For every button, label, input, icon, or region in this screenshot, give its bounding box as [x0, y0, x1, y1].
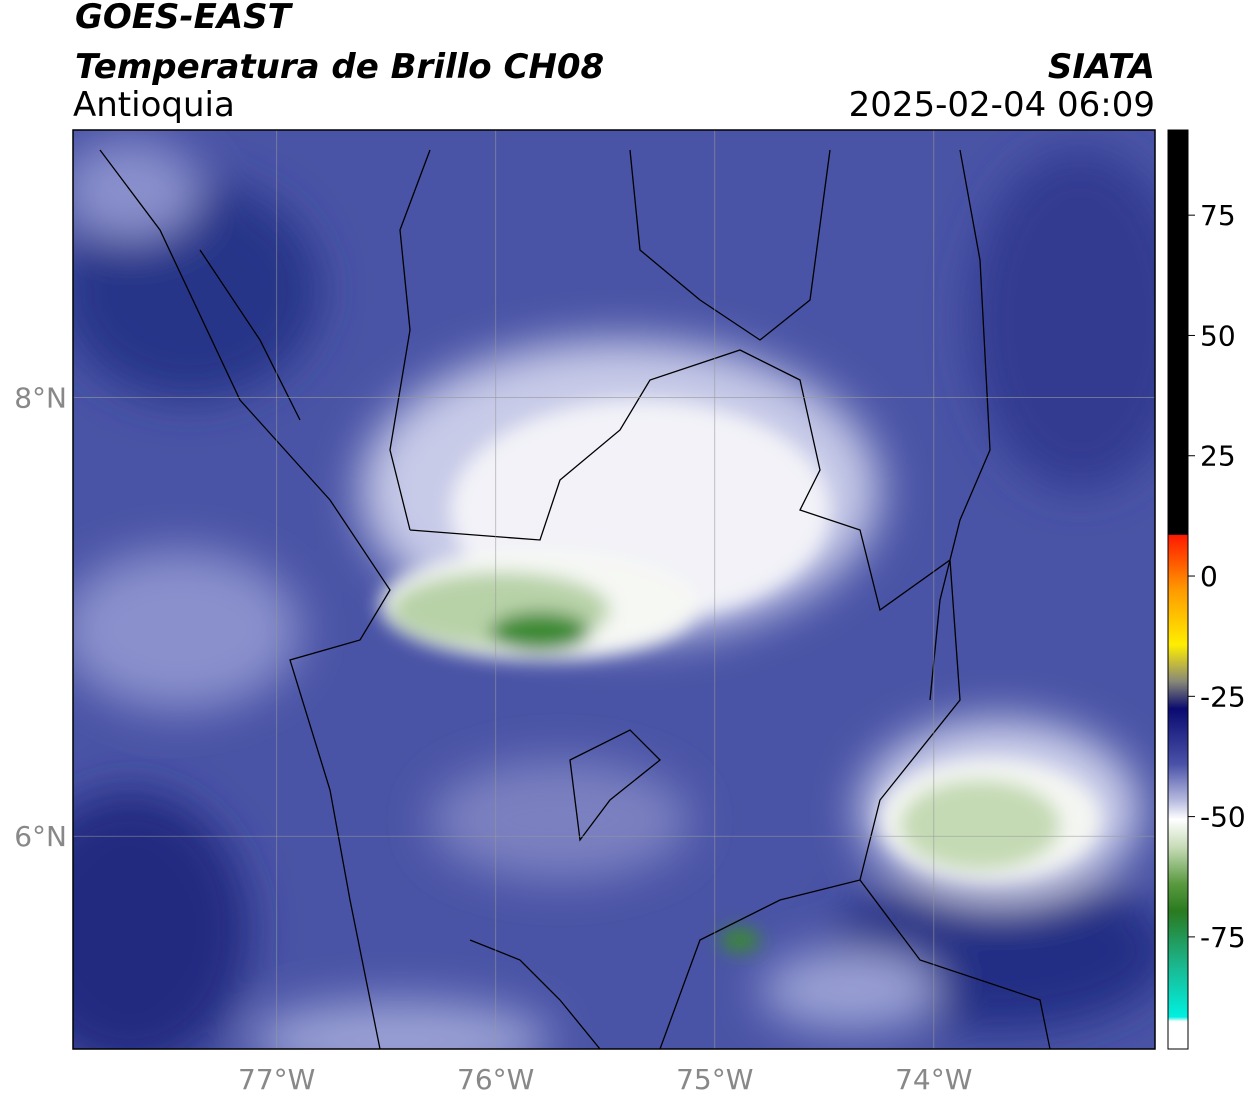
colorbar-tick-label: 50 — [1200, 319, 1236, 352]
colorbar-tick-label: 25 — [1200, 440, 1236, 473]
subtitle: Temperatura de Brillo CH08 — [75, 47, 604, 87]
source: SIATA — [1048, 47, 1155, 87]
region: Antioquia — [73, 85, 235, 125]
y-tick-label: 8°N — [14, 382, 67, 415]
y-tick-label: 6°N — [14, 820, 67, 853]
x-tick-label: 76°W — [457, 1063, 534, 1096]
colorbar-tick-label: -25 — [1200, 680, 1246, 713]
datetime: 2025-02-04 06:09 — [849, 85, 1155, 125]
x-tick-label: 74°W — [895, 1063, 972, 1096]
colorbar-tick-label: -75 — [1200, 921, 1246, 954]
satellite-image — [73, 130, 1155, 1049]
x-tick-label: 77°W — [238, 1063, 315, 1096]
colorbar-tick-label: 75 — [1200, 199, 1236, 232]
colorbar-tick-label: 0 — [1200, 560, 1218, 593]
title: GOES-EAST — [75, 0, 294, 37]
colorbar-tick-label: -50 — [1200, 801, 1246, 834]
grid — [73, 130, 1155, 1049]
x-tick-label: 75°W — [676, 1063, 753, 1096]
colorbar — [1167, 129, 1189, 1050]
map-frame — [72, 129, 1156, 1050]
